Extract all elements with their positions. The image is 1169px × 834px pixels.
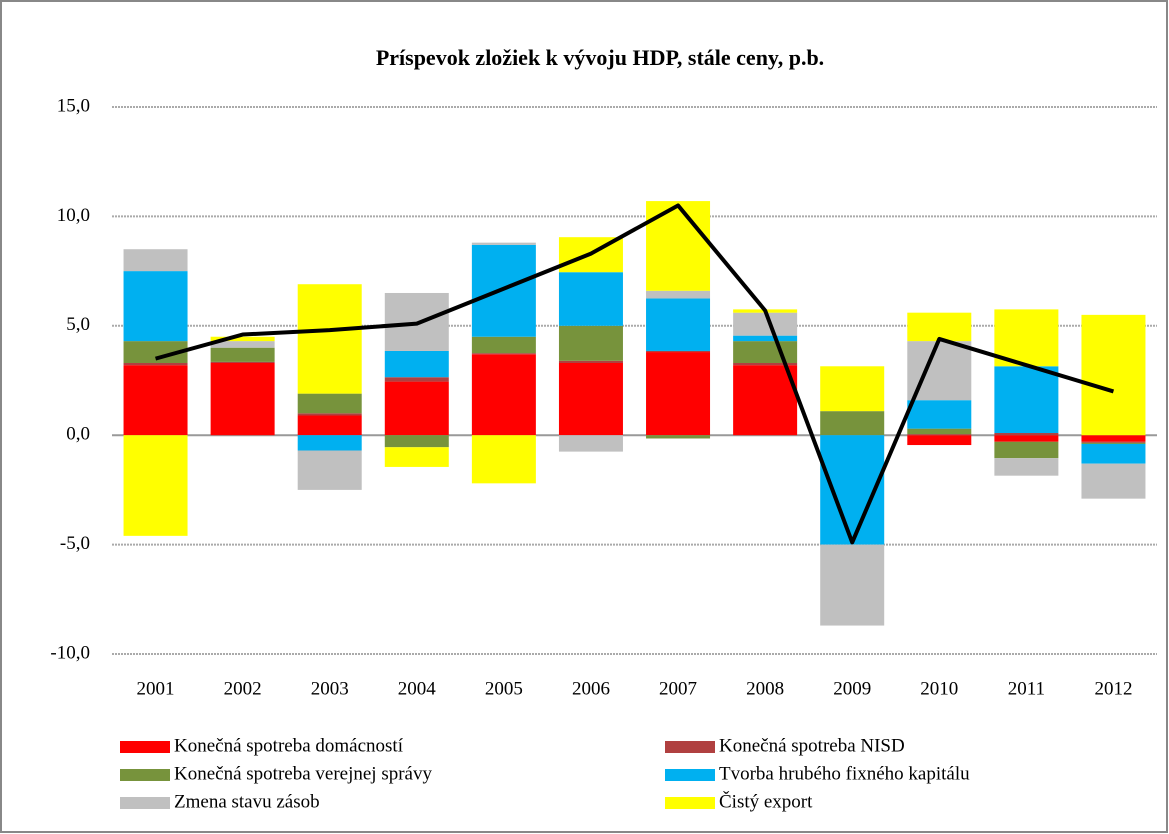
- bar-segment: [558, 272, 623, 326]
- bar-segment: [123, 341, 188, 363]
- legend-swatch: [120, 769, 170, 781]
- legend-swatch: [665, 741, 715, 753]
- x-tick-label: 2003: [311, 678, 349, 699]
- bar-segment: [123, 271, 188, 342]
- bar-segment: [907, 435, 972, 446]
- bar-segment: [297, 450, 362, 490]
- bar-segment: [297, 413, 362, 416]
- gdp-line: [155, 203, 1115, 545]
- bar-segment: [733, 365, 798, 436]
- bar-segment: [733, 312, 798, 336]
- bar-segment: [384, 447, 449, 467]
- bar-segment: [1081, 435, 1146, 442]
- legend-swatch: [665, 797, 715, 809]
- x-tick-label: 2011: [1008, 678, 1045, 699]
- x-tick-label: 2010: [920, 678, 958, 699]
- bar-segment: [471, 242, 536, 245]
- bar-segment: [646, 290, 711, 299]
- y-tick-label: 10,0: [57, 205, 90, 226]
- legend-swatch: [120, 797, 170, 809]
- bar-segment: [471, 435, 536, 484]
- y-tick-label: -5,0: [60, 533, 90, 554]
- bar-segment: [907, 312, 972, 342]
- bar-segment: [820, 544, 885, 626]
- legend-label: Konečná spotreba NISD: [719, 735, 905, 756]
- bar-segment: [1081, 463, 1146, 499]
- x-tick-label: 2008: [746, 678, 784, 699]
- bar-segment: [384, 435, 449, 448]
- bar-segment: [297, 393, 362, 414]
- bar-segment: [210, 347, 275, 362]
- bar-segment: [907, 434, 972, 436]
- bar-segment: [820, 366, 885, 412]
- bar-segment: [994, 441, 1059, 459]
- bar-segment: [384, 377, 449, 382]
- y-tick-label: 5,0: [66, 314, 90, 335]
- bar-segment: [558, 362, 623, 436]
- bar-segment: [1081, 314, 1146, 436]
- chart-title: Príspevok zložiek k vývoju HDP, stále ce…: [376, 45, 824, 70]
- legend-label: Zmena stavu zásob: [174, 791, 320, 812]
- bar-segment: [646, 201, 711, 291]
- bar-segment: [1081, 442, 1146, 444]
- x-tick-label: 2004: [398, 678, 437, 699]
- bar-segment: [123, 362, 188, 366]
- bar-segment: [384, 381, 449, 436]
- bar-segment: [384, 350, 449, 378]
- bar-segment: [210, 362, 275, 436]
- bar-segment: [646, 350, 711, 353]
- bar-segment: [297, 435, 362, 451]
- bar-segment: [907, 428, 972, 435]
- bar-segment: [471, 353, 536, 355]
- x-tick-label: 2012: [1094, 678, 1132, 699]
- bar-segment: [994, 458, 1059, 476]
- bar-segment: [1081, 443, 1146, 464]
- bar-segment: [123, 365, 188, 436]
- bar-segment: [907, 400, 972, 429]
- bar-segment: [558, 325, 623, 361]
- bar-segment: [1081, 441, 1146, 443]
- x-tick-label: 2006: [572, 678, 610, 699]
- bar-segment: [297, 284, 362, 394]
- bar-segment: [646, 352, 711, 436]
- bar-segment: [994, 366, 1059, 434]
- bar-segment: [471, 336, 536, 354]
- legend-swatch: [665, 769, 715, 781]
- y-tick-label: 0,0: [66, 424, 90, 445]
- legend-label: Tvorba hrubého fixného kapitálu: [719, 763, 970, 784]
- x-tick-label: 2009: [833, 678, 871, 699]
- x-tick-label: 2002: [224, 678, 262, 699]
- bar-segment: [558, 360, 623, 363]
- bar-segment: [646, 435, 711, 439]
- bar-segment: [733, 341, 798, 363]
- bar-segment: [471, 244, 536, 337]
- x-tick-label: 2001: [137, 678, 175, 699]
- bar-segment: [471, 354, 536, 436]
- x-tick-label: 2007: [659, 678, 697, 699]
- bar-segment: [558, 435, 623, 452]
- legend-swatch: [120, 741, 170, 753]
- bar-segment: [646, 298, 711, 351]
- bar-segment: [210, 336, 275, 342]
- bar-segment: [994, 433, 1059, 436]
- bar-segment: [123, 249, 188, 272]
- y-tick-label: -10,0: [50, 642, 90, 663]
- bar-segment: [210, 341, 275, 348]
- bar-segment: [297, 415, 362, 436]
- bar-segment: [123, 435, 188, 536]
- x-tick-label: 2005: [485, 678, 523, 699]
- bar-segment: [733, 335, 798, 342]
- bar-segment: [820, 411, 885, 436]
- bar-segment: [994, 435, 1059, 442]
- legend-label: Konečná spotreba domácností: [174, 735, 404, 756]
- bar-segment: [210, 361, 275, 363]
- legend-label: Konečná spotreba verejnej správy: [174, 763, 432, 784]
- y-tick-label: 15,0: [57, 95, 90, 116]
- bar-segment: [733, 362, 798, 366]
- legend-label: Čistý export: [719, 790, 813, 812]
